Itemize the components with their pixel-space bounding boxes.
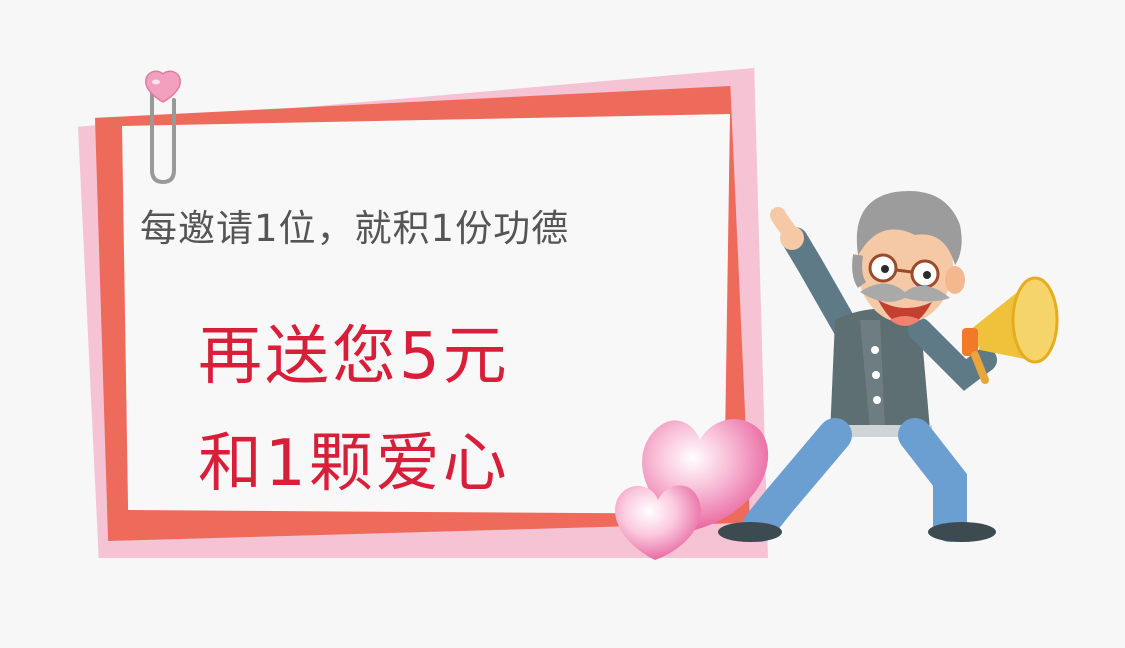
old-man-illustration xyxy=(718,190,1059,542)
bonus-amount-text: 再送您5元 xyxy=(198,320,510,394)
heart-icon xyxy=(615,419,769,560)
card-paper xyxy=(122,114,730,514)
bonus-heart-text: 和1颗爱心 xyxy=(198,427,510,501)
invite-reward-text: 每邀请1位，就积1份功德 xyxy=(140,207,570,250)
paperclip-icon xyxy=(145,70,181,185)
